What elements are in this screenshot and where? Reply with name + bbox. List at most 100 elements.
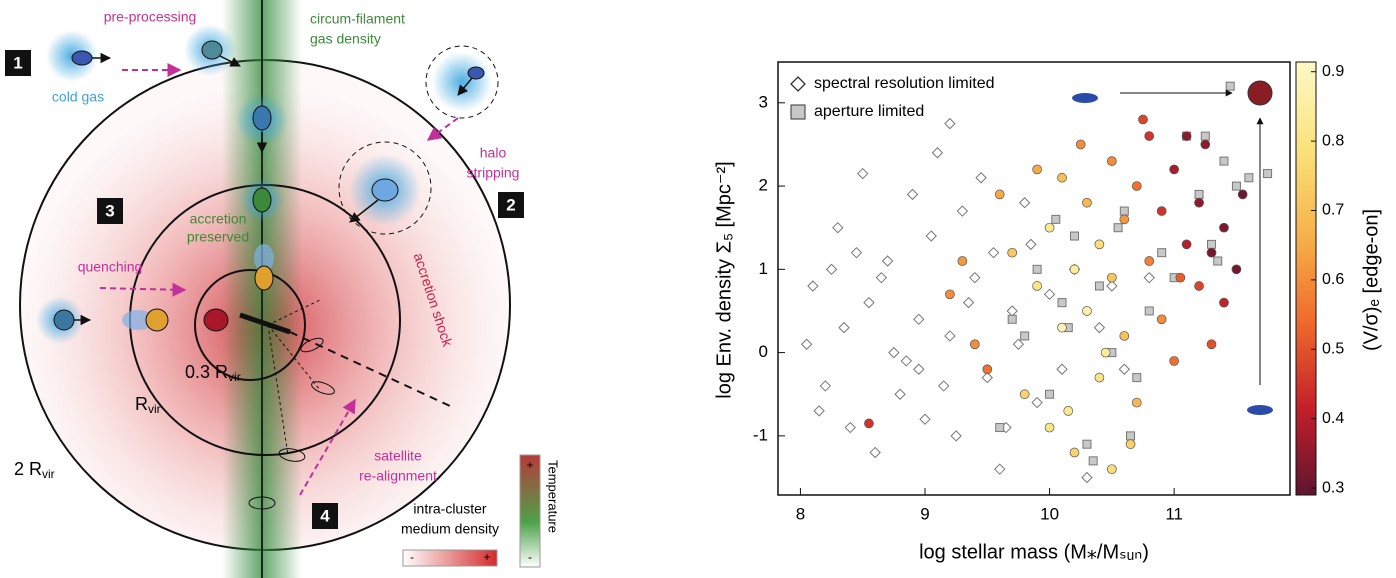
point — [1118, 363, 1131, 375]
bar-end: + — [483, 550, 490, 564]
point — [1043, 288, 1056, 301]
point — [800, 338, 813, 350]
galaxy — [201, 40, 223, 60]
galaxy — [467, 66, 485, 80]
galaxy — [203, 308, 229, 332]
point — [1175, 272, 1186, 283]
icon — [1072, 93, 1098, 103]
label: accretion — [190, 211, 247, 227]
colorbar-tick-label: 0.8 — [1322, 132, 1344, 149]
point — [1100, 347, 1111, 358]
point — [1119, 206, 1129, 216]
radius-sub: vir — [228, 370, 241, 384]
point — [1144, 256, 1155, 266]
step: 4 — [320, 506, 330, 525]
galaxy — [71, 50, 93, 66]
point — [1044, 422, 1055, 433]
colorbar-tick-label: 0.4 — [1322, 410, 1344, 427]
x-axis-label: log stellar mass (M⁎/Mₛᵤₙ) — [919, 541, 1149, 563]
point — [1219, 297, 1229, 308]
radius: 2 R — [14, 459, 42, 479]
point — [1194, 189, 1204, 199]
point — [1231, 181, 1241, 191]
point — [1207, 239, 1217, 249]
axis-dash — [289, 331, 451, 407]
point — [937, 380, 950, 392]
halo — [432, 52, 492, 112]
point — [1069, 447, 1080, 458]
point — [863, 296, 875, 309]
point — [944, 117, 956, 130]
point — [857, 167, 869, 180]
point — [1032, 264, 1042, 274]
satellite — [248, 496, 276, 510]
bar-title: medium density — [401, 521, 499, 537]
point — [1194, 281, 1204, 291]
point — [1169, 356, 1179, 366]
point — [1044, 222, 1055, 233]
point — [1093, 321, 1106, 334]
point — [1138, 114, 1148, 125]
arrow — [299, 398, 356, 496]
point — [1225, 81, 1235, 91]
point — [1107, 156, 1117, 166]
point — [1219, 222, 1229, 233]
galaxy — [122, 310, 154, 330]
bar-title: Temperature — [546, 460, 561, 533]
colorbar-label: (V/σ)ₑ [edge-on] — [1360, 209, 1382, 351]
legend-label: aperture limited — [814, 103, 924, 120]
point — [1169, 164, 1179, 175]
point — [1263, 169, 1273, 179]
arrow — [457, 77, 473, 96]
point — [875, 271, 888, 284]
colorbar — [1295, 61, 1317, 496]
point — [1045, 389, 1055, 399]
legend-marker — [790, 76, 806, 92]
label: preserved — [187, 229, 249, 245]
point — [1219, 156, 1229, 166]
point — [982, 364, 993, 375]
radius: R — [135, 394, 148, 414]
point — [881, 255, 894, 267]
point — [1119, 331, 1130, 341]
point — [1107, 272, 1117, 283]
point — [1119, 214, 1130, 225]
point — [945, 289, 955, 300]
point — [1057, 172, 1067, 183]
step: 1 — [13, 53, 22, 72]
point — [1144, 306, 1154, 316]
dashes — [267, 299, 321, 456]
galaxy — [145, 308, 169, 332]
x-tick-label: 9 — [920, 504, 929, 523]
bar-end: - — [528, 550, 532, 564]
arrow — [349, 199, 379, 223]
box — [498, 192, 524, 218]
label: gas density — [310, 31, 381, 47]
point — [1143, 271, 1155, 284]
point — [1237, 189, 1248, 200]
point — [950, 430, 962, 442]
point — [850, 246, 863, 259]
icon — [1247, 80, 1273, 106]
point — [1231, 264, 1242, 275]
point — [925, 230, 937, 242]
galaxy — [254, 265, 274, 291]
radius-label: Rvir — [135, 394, 161, 416]
point — [1056, 363, 1068, 375]
point — [1094, 239, 1105, 250]
step: 3 — [105, 201, 114, 220]
y-tick-label: -1 — [753, 425, 768, 444]
point — [1007, 314, 1017, 324]
point — [1200, 131, 1210, 141]
point — [931, 147, 944, 159]
label: circum-filament — [310, 11, 405, 27]
colorbar-tick-label: 0.6 — [1322, 271, 1344, 288]
point — [906, 188, 919, 201]
radius-sub: vir — [42, 467, 55, 481]
legend-label: spectral resolution limited — [814, 75, 995, 92]
radius-sub: vir — [148, 402, 161, 416]
point — [1019, 389, 1030, 400]
point — [888, 346, 900, 359]
